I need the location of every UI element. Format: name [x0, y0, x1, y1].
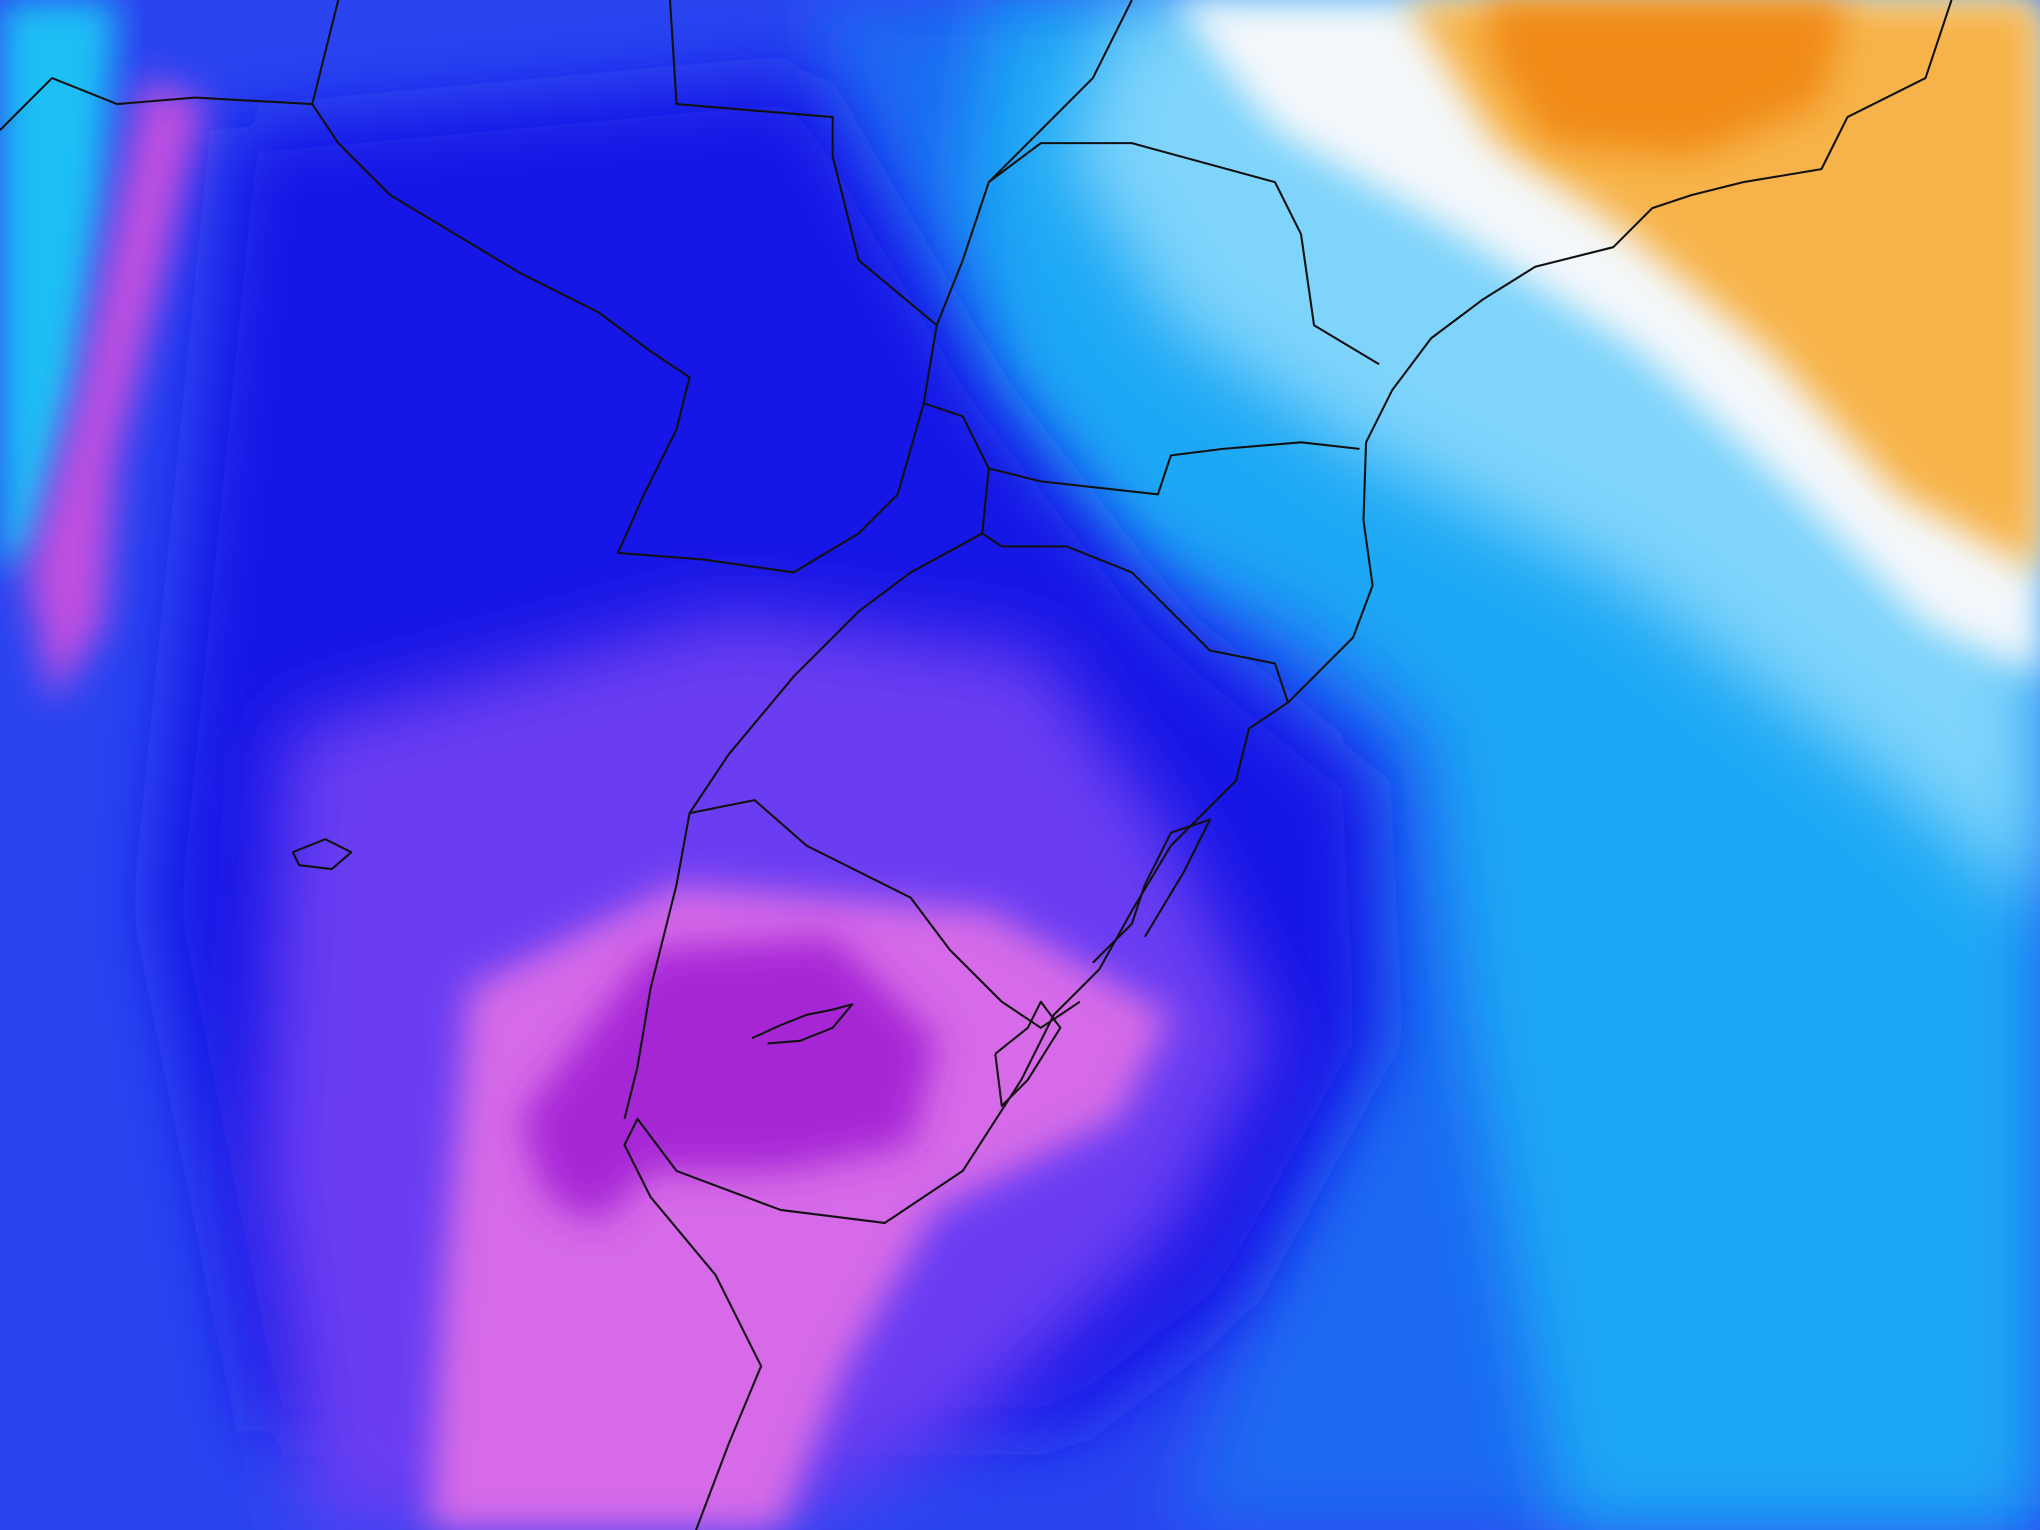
border — [689, 799, 1081, 1029]
west-magenta-strip — [26, 78, 209, 703]
borders — [0, 0, 1953, 1530]
border — [311, 0, 340, 105]
lake — [291, 838, 353, 871]
border — [988, 142, 1380, 366]
deep-purple-zone — [520, 936, 937, 1223]
border — [623, 532, 983, 1120]
border — [923, 402, 1360, 496]
lagoon — [994, 1000, 1062, 1107]
west-cyan-strip — [0, 0, 118, 573]
border — [668, 0, 938, 327]
coastline — [623, 0, 1953, 1530]
dark-orange-zone — [1483, 0, 1848, 157]
lagoon — [1092, 818, 1211, 964]
reservoir — [751, 1003, 854, 1045]
border — [981, 468, 1289, 703]
